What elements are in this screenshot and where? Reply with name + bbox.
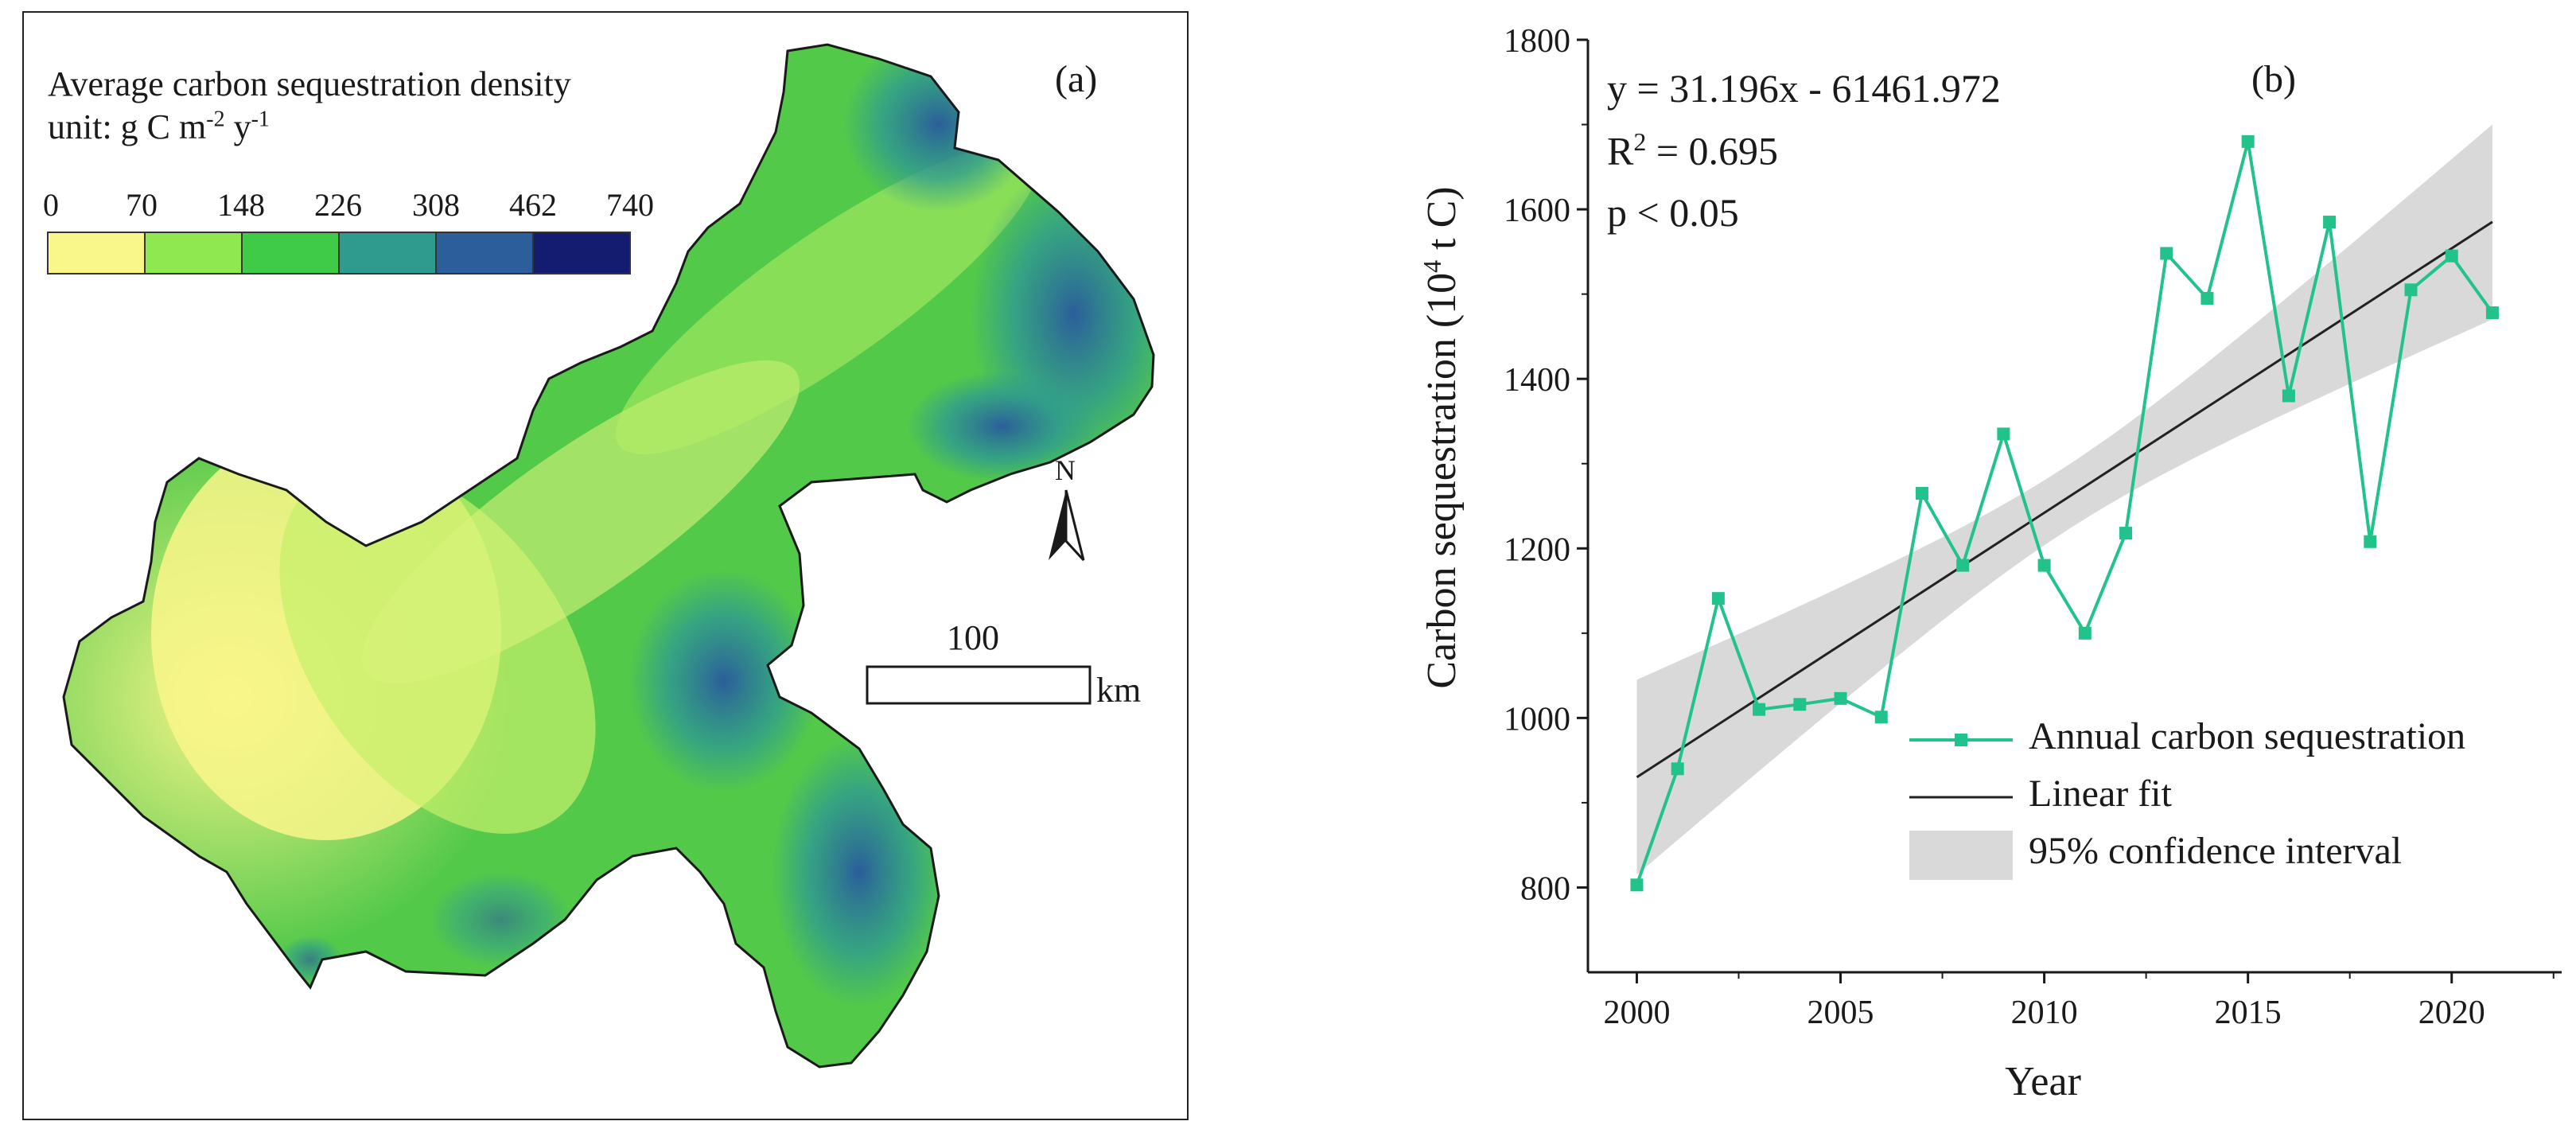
data-point-2021 bbox=[2485, 306, 2499, 320]
map-fill bbox=[64, 45, 1154, 1067]
legend-tick-2: 148 bbox=[217, 187, 265, 223]
legend-swatch-2 bbox=[241, 232, 340, 274]
scale-label: 100 bbox=[947, 618, 999, 657]
data-point-2010 bbox=[2037, 559, 2051, 572]
y-axis-title: Carbon sequestration (104 t C) bbox=[1417, 186, 1465, 689]
legend-tick-6: 740 bbox=[606, 187, 654, 223]
legend-tick-0: 0 bbox=[43, 187, 59, 223]
legend-tick-1: 70 bbox=[126, 187, 158, 223]
data-point-2006 bbox=[1874, 710, 1888, 724]
y-tick-label-800: 800 bbox=[1520, 870, 1570, 907]
data-point-2001 bbox=[1671, 762, 1684, 776]
chart-svg: 800 1000 1200 1400 1600 1800 2000 2005 2010 2015 2… bbox=[1504, 23, 2562, 1031]
scale-bar bbox=[866, 665, 1091, 705]
legend-swatch-4 bbox=[435, 232, 534, 274]
legend-swatch-5 bbox=[532, 232, 631, 274]
data-point-2009 bbox=[1997, 427, 2010, 441]
panel-a-tag: (a) bbox=[1055, 58, 1098, 100]
linear-fit-line bbox=[1636, 220, 2493, 779]
legend-swatch-1 bbox=[144, 232, 243, 274]
data-point-2003 bbox=[1753, 703, 1766, 716]
x-tick-label-2010: 2010 bbox=[2011, 995, 2078, 1031]
data-point-2016 bbox=[2282, 389, 2295, 403]
data-point-2012 bbox=[2119, 527, 2133, 540]
x-tick-label-2005: 2005 bbox=[1807, 995, 1874, 1031]
y-tick-label-1000: 1000 bbox=[1504, 701, 1570, 738]
legend-tick-3: 226 bbox=[314, 187, 362, 223]
y-tick-label-1600: 1600 bbox=[1504, 193, 1570, 229]
data-point-2019 bbox=[2404, 283, 2418, 297]
data-point-2020 bbox=[2445, 249, 2458, 263]
regression-equation: y = 31.196x - 61461.972 bbox=[1607, 66, 2001, 111]
north-arrow-icon bbox=[1049, 489, 1085, 562]
data-point-2014 bbox=[2200, 291, 2214, 305]
x-tick-label-2000: 2000 bbox=[1603, 995, 1670, 1031]
x-tick-label-2015: 2015 bbox=[2215, 995, 2282, 1031]
legend-tick-4: 308 bbox=[412, 187, 460, 223]
legend-colorbar bbox=[47, 232, 631, 274]
x-axis-title: Year bbox=[2005, 1059, 2081, 1104]
x-tick-label-2020: 2020 bbox=[2418, 995, 2485, 1031]
legend-unit: unit: g C m-2 y-1 bbox=[48, 107, 270, 146]
data-point-2011 bbox=[2078, 626, 2092, 640]
legend-tick-5: 462 bbox=[509, 187, 557, 223]
legend-swatch-ci bbox=[1909, 831, 2013, 880]
data-point-2007 bbox=[1915, 487, 1928, 500]
data-point-2008 bbox=[1956, 559, 1970, 572]
panel-b-tag: (b) bbox=[2251, 58, 2296, 100]
y-tick-label-1200: 1200 bbox=[1504, 531, 1570, 568]
legend-label-ci: 95% confidence interval bbox=[2029, 830, 2403, 872]
y-tick-label-1800: 1800 bbox=[1504, 23, 1570, 60]
scale-unit: km bbox=[1096, 671, 1142, 710]
legend-swatch-3 bbox=[338, 232, 437, 274]
chart-panel: 800 1000 1200 1400 1600 1800 2000 2005 2010 2015 2… bbox=[1368, 0, 2570, 1129]
data-point-2000 bbox=[1630, 878, 1644, 892]
y-tick-label-1400: 1400 bbox=[1504, 362, 1570, 399]
legend-label-fit: Linear fit bbox=[2029, 773, 2172, 815]
map-panel: Average carbon sequestration density uni… bbox=[22, 11, 1189, 1120]
legend-title: Average carbon sequestration density bbox=[48, 64, 571, 103]
r-squared: R2 = 0.695 bbox=[1607, 127, 1779, 173]
data-point-2015 bbox=[2241, 134, 2255, 148]
data-point-2018 bbox=[2364, 535, 2377, 548]
p-value: p < 0.05 bbox=[1607, 190, 1739, 235]
legend-label-series: Annual carbon sequestration bbox=[2029, 715, 2466, 757]
map-svg bbox=[47, 43, 1155, 1069]
north-label: N bbox=[1055, 454, 1076, 486]
data-point-2002 bbox=[1711, 592, 1725, 605]
data-point-2013 bbox=[2160, 247, 2173, 260]
data-point-2004 bbox=[1793, 698, 1807, 711]
legend-swatch-0 bbox=[47, 232, 146, 274]
series-line bbox=[1635, 141, 2494, 886]
legend-marker-series bbox=[1955, 734, 1967, 746]
data-point-2017 bbox=[2323, 216, 2337, 229]
data-point-2005 bbox=[1834, 691, 1847, 705]
